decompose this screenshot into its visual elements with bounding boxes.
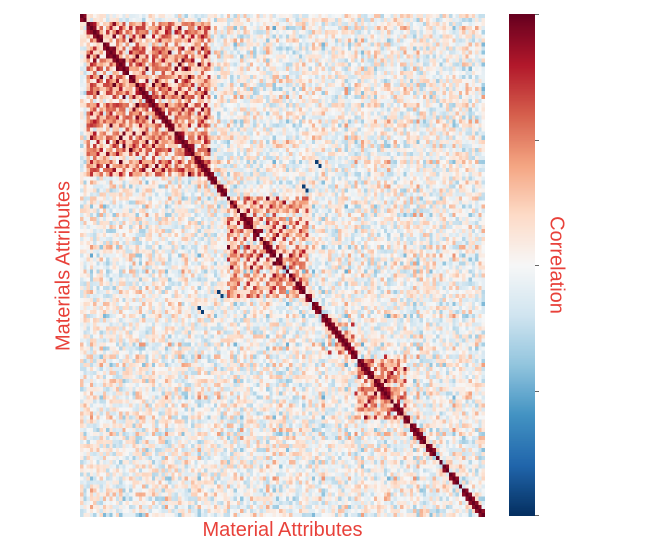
colorbar-ticks [535, 14, 555, 516]
colorbar-label: Correlation [545, 216, 568, 314]
correlation-heatmap [80, 14, 485, 517]
colorbar-tick [535, 265, 539, 266]
colorbar-tick [535, 391, 539, 392]
y-axis-label: Materials Attributes [52, 180, 75, 352]
colorbar-tick [535, 14, 539, 15]
colorbar-tick [535, 515, 539, 516]
colorbar-tick [535, 140, 539, 141]
colorbar [509, 14, 535, 516]
x-axis-label: Material Attributes [202, 519, 363, 541]
